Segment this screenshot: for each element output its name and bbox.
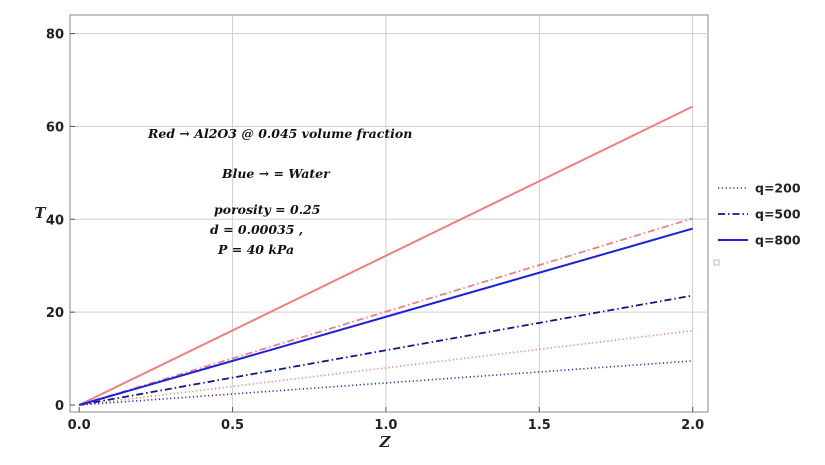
y-tick-label: 80 — [46, 28, 64, 43]
x-axis-title: Z — [379, 433, 392, 451]
plot-frame — [69, 14, 709, 413]
x-tick-label: 0.0 — [68, 418, 91, 433]
series-line-al2o3-q-800 — [78, 105, 694, 406]
x-axis-ticks: 0.0 0.5 1.0 1.5 2.0 — [68, 407, 704, 433]
y-tick-label: 40 — [46, 213, 64, 228]
y-axis-title: T — [34, 204, 47, 222]
y-tick-label: 0 — [55, 399, 64, 414]
series-line-water-q-800 — [78, 227, 693, 406]
x-tick-label: 0.5 — [221, 418, 244, 433]
x-tick-label: 1.5 — [528, 418, 551, 433]
legend-label: q=200 — [755, 181, 801, 196]
legend-label: q=500 — [755, 207, 801, 222]
series-line-water-q-500 — [79, 294, 693, 406]
y-tick-label: 20 — [46, 306, 64, 321]
grid-lines — [70, 15, 708, 412]
annotation-red: Red → Al2O3 @ 0.045 volume fraction — [147, 126, 412, 141]
y-tick-label: 60 — [46, 120, 64, 135]
y-axis-ticks: 0 20 40 60 80 — [46, 28, 75, 414]
series-line-al2o3-q-500 — [78, 217, 693, 406]
x-tick-label: 1.0 — [374, 418, 397, 433]
annotation-p: P = 40 kPa — [217, 242, 294, 257]
annotation-blue: Blue → = Water — [221, 166, 331, 181]
annotation-d: d = 0.00035 , — [210, 222, 303, 237]
legend: q=200 q=500 q=800 — [718, 181, 801, 248]
series-group — [78, 105, 694, 406]
legend-handle-icon — [713, 259, 720, 266]
series-line-al2o3-q-200 — [79, 329, 693, 406]
x-tick-label: 2.0 — [681, 418, 704, 433]
legend-label: q=800 — [755, 233, 801, 248]
annotation-porosity: porosity = 0.25 — [214, 202, 320, 217]
